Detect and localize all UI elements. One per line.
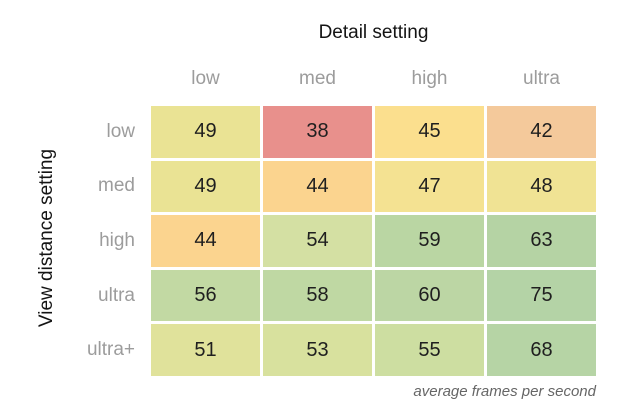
- row-label-med: med: [98, 175, 135, 197]
- heatmap-cell-ultra-med: 58: [263, 269, 372, 322]
- heatmap-cell-ultra-ultra: 75: [487, 269, 596, 322]
- row-label-high: high: [99, 229, 135, 251]
- heatmap-cell-med-low: 49: [151, 160, 260, 213]
- column-header-med: med: [299, 68, 336, 89]
- heatmap-cell-low-high: 45: [375, 106, 484, 158]
- column-header-low: low: [191, 68, 220, 89]
- column-header-ultra: ultra: [523, 68, 560, 89]
- heatmap-cell-ultra+-ultra: 68: [487, 324, 596, 376]
- heatmap-cell-ultra-low: 56: [151, 269, 260, 322]
- chart-footnote: average frames per second: [413, 383, 596, 400]
- chart-title: Detail setting: [318, 22, 429, 43]
- heatmap-cell-ultra+-med: 53: [263, 324, 372, 376]
- heatmap-cell-low-med: 38: [263, 106, 372, 158]
- row-labels: low med high ultra ultra+: [0, 106, 143, 376]
- heatmap-cell-ultra-high: 60: [375, 269, 484, 322]
- heatmap-cell-low-ultra: 42: [487, 106, 596, 158]
- column-header-high: high: [411, 68, 448, 89]
- heatmap-cell-high-med: 54: [263, 215, 372, 267]
- heatmap-cell-high-low: 44: [151, 215, 260, 267]
- row-label-ultra+: ultra+: [86, 339, 135, 361]
- heatmap-cell-ultra+-high: 55: [375, 324, 484, 376]
- heatmap-cell-med-med: 44: [263, 160, 372, 213]
- heatmap-cell-high-ultra: 63: [487, 215, 596, 267]
- heatmap-cell-med-ultra: 48: [487, 160, 596, 213]
- row-label-ultra: ultra: [98, 284, 135, 306]
- heatmap-grid: 49 38 45 42 49 44 47 48 44 54 59 63 56 58 60 75 51 53 55 68: [151, 106, 596, 376]
- heatmap-cell-low-low: 49: [151, 106, 260, 158]
- row-label-low: low: [106, 120, 135, 142]
- heatmap-cell-med-high: 47: [375, 160, 484, 213]
- heatmap-cell-high-high: 59: [375, 215, 484, 267]
- heatmap-cell-ultra+-low: 51: [151, 324, 260, 376]
- column-headers: low med high ultra: [151, 68, 596, 90]
